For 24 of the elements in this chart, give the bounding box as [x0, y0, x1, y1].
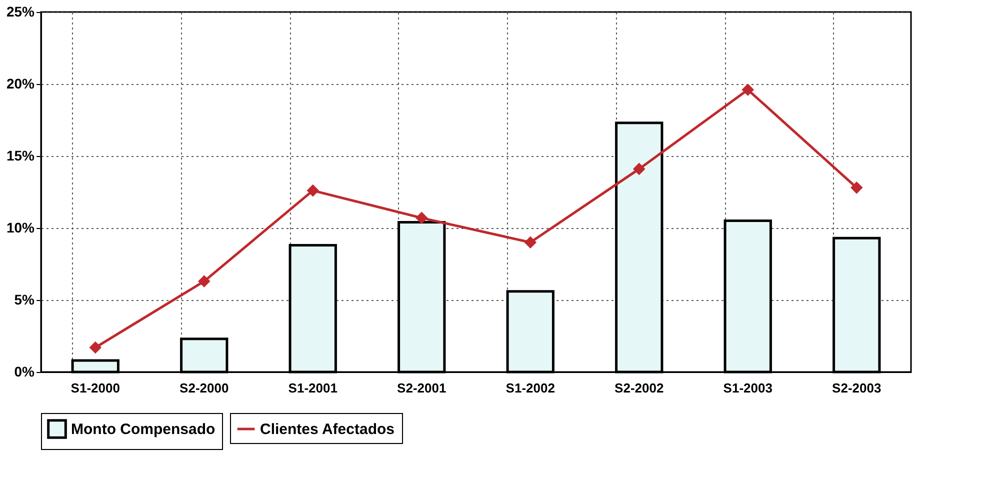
point	[633, 163, 645, 175]
point	[524, 236, 536, 248]
y-tick-label: 0%	[14, 364, 36, 380]
y-tick-label: 20%	[6, 76, 36, 92]
y-tick-label: 5%	[14, 292, 36, 308]
point	[416, 212, 428, 224]
x-tick-label: S2-2000	[180, 380, 229, 396]
y-tick-label: 15%	[6, 148, 36, 164]
x-tick-label: S1-2003	[723, 380, 772, 396]
x-tick-label: S2-2003	[832, 380, 882, 396]
x-tick-label: S1-2000	[70, 380, 120, 396]
x-tick-label: S1-2001	[288, 380, 338, 396]
x-tick-label: S2-2001	[397, 380, 446, 396]
point	[90, 342, 102, 354]
x-tick-label: S1-2002	[506, 380, 555, 396]
legend-label: Monto Compensado	[71, 421, 216, 438]
y-tick-label: 25%	[6, 4, 36, 20]
point	[307, 184, 319, 196]
legend-label: Clientes Afectados	[260, 421, 394, 438]
point	[850, 182, 862, 194]
point	[742, 84, 754, 96]
y-tick-label: 10%	[6, 220, 36, 236]
point	[198, 276, 210, 288]
x-tick-label: S2-2002	[614, 380, 664, 396]
